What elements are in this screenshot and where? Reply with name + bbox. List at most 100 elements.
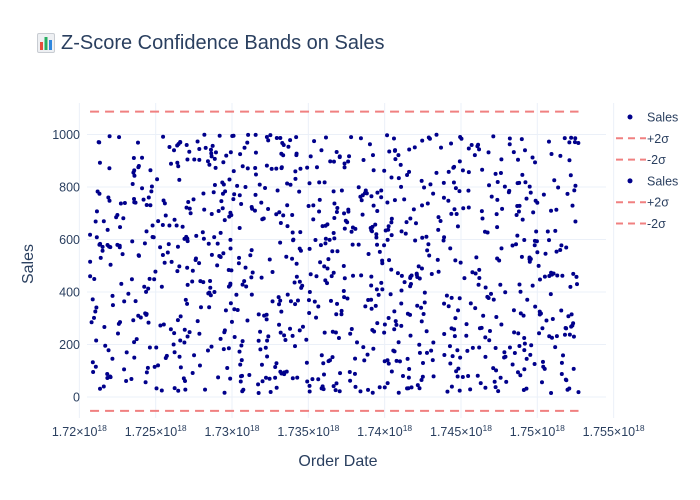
scatter-point <box>413 238 418 243</box>
scatter-point <box>540 326 545 331</box>
legend-item-label[interactable]: +2σ <box>647 196 669 210</box>
scatter-point <box>407 366 412 371</box>
scatter-point <box>479 325 484 330</box>
scatter-point <box>89 320 94 325</box>
scatter-point <box>221 347 226 352</box>
legend-item-label[interactable]: Sales <box>647 174 678 188</box>
legend-marker-swatch[interactable] <box>627 178 633 184</box>
scatter-point <box>178 140 183 145</box>
scatter-point <box>370 224 375 229</box>
scatter-point <box>568 284 573 289</box>
scatter-point <box>571 366 576 371</box>
scatter-point <box>473 306 478 311</box>
scatter-point <box>496 389 501 394</box>
scatter-point <box>466 205 471 210</box>
scatter-point <box>358 389 363 394</box>
scatter-point <box>554 249 559 254</box>
scatter-point <box>202 132 207 137</box>
scatter-point <box>518 311 523 316</box>
scatter-point <box>311 217 316 222</box>
legend-item-label[interactable]: -2σ <box>647 217 666 231</box>
y-tick-label: 800 <box>59 181 80 195</box>
scatter-point <box>280 140 285 145</box>
scatter-point <box>372 329 377 334</box>
legend-item-label[interactable]: Sales <box>647 111 678 125</box>
scatter-point <box>320 224 325 229</box>
scatter-point <box>278 330 283 335</box>
scatter-point <box>570 203 575 208</box>
y-axis-title: Sales <box>20 244 37 284</box>
scatter-point <box>187 206 192 211</box>
scatter-point <box>163 213 168 218</box>
scatter-point <box>132 173 137 178</box>
scatter-point <box>352 371 357 376</box>
scatter-point <box>168 327 173 332</box>
scatter-point <box>386 316 391 321</box>
scatter-point <box>483 285 488 290</box>
scatter-point <box>161 322 166 327</box>
scatter-point <box>216 208 221 213</box>
scatter-point <box>266 138 271 143</box>
scatter-point <box>291 237 296 242</box>
scatter-point <box>298 230 303 235</box>
scatter-point <box>425 201 430 206</box>
scatter-point <box>397 359 402 364</box>
x-tick-mantissa: 1.725×10 <box>125 425 178 439</box>
scatter-point <box>307 246 312 251</box>
scatter-point <box>366 251 371 256</box>
scatter-point <box>371 203 376 208</box>
scatter-point <box>249 275 254 280</box>
scatter-point <box>562 136 567 141</box>
scatter-point <box>408 284 413 289</box>
scatter-point <box>431 191 436 196</box>
scatter-point <box>342 211 347 216</box>
scatter-point <box>328 159 333 164</box>
scatter-point <box>406 375 411 380</box>
legend-marker-swatch[interactable] <box>627 114 633 120</box>
scatter-point <box>245 140 250 145</box>
scatter-point <box>297 279 302 284</box>
scatter-point <box>498 170 503 175</box>
scatter-point <box>468 301 473 306</box>
scatter-point <box>396 153 401 158</box>
scatter-point <box>187 149 192 154</box>
scatter-point <box>510 362 515 367</box>
scatter-point <box>264 163 269 168</box>
scatter-point <box>548 292 553 297</box>
scatter-point <box>256 312 261 317</box>
scatter-point <box>90 297 95 302</box>
scatter-point <box>194 233 199 238</box>
scatter-point <box>349 229 354 234</box>
scatter-point <box>341 289 346 294</box>
scatter-point <box>293 176 298 181</box>
y-tick-label: 1000 <box>52 128 80 142</box>
x-tick-exponent: 18 <box>97 423 107 433</box>
scatter-point <box>356 242 361 247</box>
scatter-point <box>564 245 569 250</box>
scatter-point <box>329 274 334 279</box>
scatter-point <box>464 333 469 338</box>
scatter-point <box>178 338 183 343</box>
scatter-point <box>237 255 242 260</box>
scatter-point <box>184 205 189 210</box>
scatter-point <box>235 183 240 188</box>
scatter-point <box>456 308 461 313</box>
scatter-point <box>331 159 336 164</box>
scatter-point <box>98 255 103 260</box>
scatter-point <box>122 200 127 205</box>
scatter-point <box>238 152 243 157</box>
scatter-point <box>491 134 496 139</box>
scatter-point <box>192 157 197 162</box>
scatter-point <box>345 296 350 301</box>
scatter-point <box>316 304 321 309</box>
scatter-point <box>476 282 481 287</box>
legend-item-label[interactable]: -2σ <box>647 153 666 167</box>
scatter-point <box>409 385 414 390</box>
scatter-point <box>106 348 111 353</box>
scatter-point <box>208 285 213 290</box>
legend-item-label[interactable]: +2σ <box>647 132 669 146</box>
scatter-point <box>232 307 237 312</box>
scatter-point <box>392 327 397 332</box>
scatter-point <box>478 381 483 386</box>
scatter-point <box>167 144 172 149</box>
